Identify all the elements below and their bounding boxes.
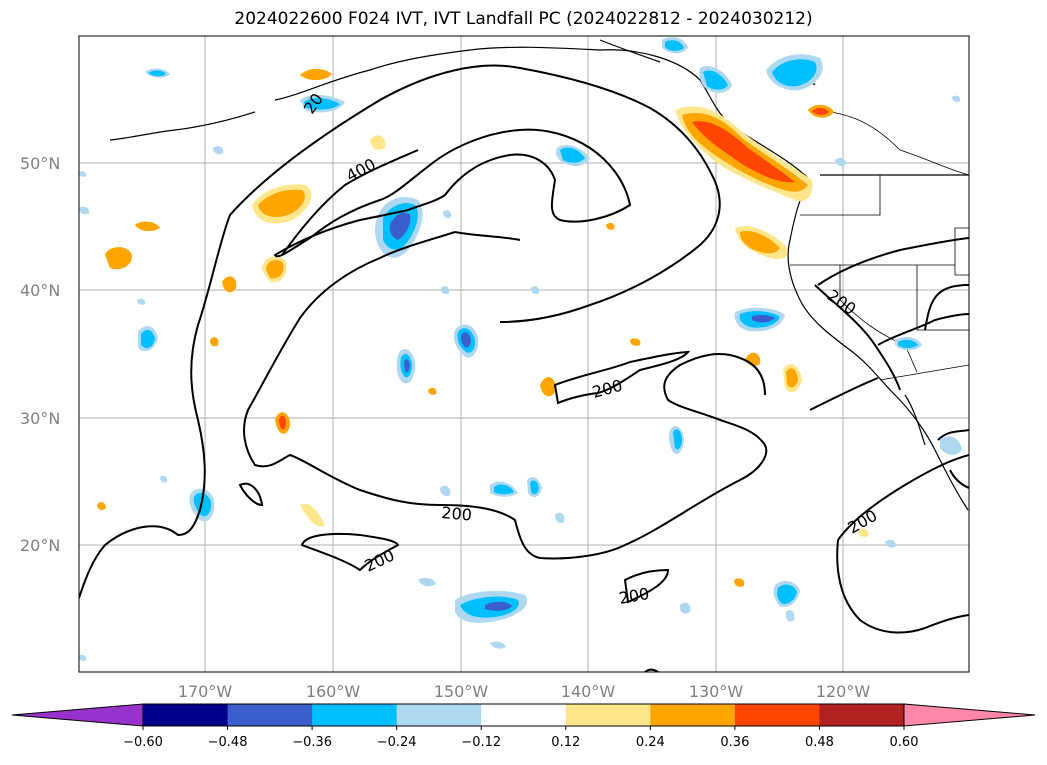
colorbar-tick-label: 0.12 bbox=[551, 735, 580, 750]
coastlines bbox=[109, 39, 969, 511]
colorbar-tick-label: 0.36 bbox=[720, 735, 749, 750]
lon-label-160w: 160°W bbox=[306, 682, 361, 701]
pc-shading bbox=[79, 37, 962, 661]
colorbar-outline bbox=[142, 703, 905, 727]
colorbar-segment bbox=[734, 704, 820, 726]
lat-label-50n: 50°N bbox=[20, 154, 60, 173]
longitude-labels: 170°W 160°W 150°W 140°W 130°W 120°W bbox=[178, 682, 871, 701]
colorbar-tick-label: −0.48 bbox=[208, 735, 248, 750]
colorbar-extend-high bbox=[903, 703, 1036, 727]
colorbar-segment bbox=[396, 704, 482, 726]
latitude-labels: 50°N 40°N 30°N 20°N bbox=[20, 154, 60, 555]
lon-label-130w: 130°W bbox=[689, 682, 744, 701]
colorbar-tick-label: 0.24 bbox=[636, 735, 665, 750]
lat-label-40n: 40°N bbox=[20, 281, 60, 300]
colorbar-segment bbox=[819, 704, 905, 726]
colorbar-segment bbox=[650, 704, 736, 726]
colorbar-tick-label: −0.36 bbox=[292, 735, 332, 750]
lon-label-140w: 140°W bbox=[561, 682, 616, 701]
lon-label-170w: 170°W bbox=[178, 682, 233, 701]
colorbar-extend-low bbox=[11, 703, 144, 727]
colorbar-tick-label: 0.60 bbox=[890, 735, 919, 750]
colorbar: −0.60 −0.48 −0.36 −0.24 −0.12 0.12 0.24 0.36 0.4… bbox=[11, 703, 1036, 750]
ivt-contours bbox=[79, 64, 969, 672]
map-title: 2024022600 F024 IVT, IVT Landfall PC (20… bbox=[234, 9, 813, 29]
map-frame bbox=[78, 35, 970, 673]
contour-label-200-south: 200 bbox=[441, 503, 473, 525]
lat-label-30n: 30°N bbox=[20, 409, 60, 428]
map-background bbox=[79, 36, 969, 672]
colorbar-segment bbox=[565, 704, 651, 726]
colorbar-segment bbox=[312, 704, 398, 726]
colorbar-segment bbox=[481, 704, 567, 726]
colorbar-tick-label: −0.12 bbox=[461, 735, 501, 750]
lat-label-20n: 20°N bbox=[20, 536, 60, 555]
lon-label-120w: 120°W bbox=[816, 682, 871, 701]
colorbar-tick-label: −0.24 bbox=[377, 735, 417, 750]
colorbar-segment bbox=[227, 704, 313, 726]
colorbar-tick-label: −0.60 bbox=[123, 735, 163, 750]
colorbar-segment bbox=[143, 704, 229, 726]
lon-label-150w: 150°W bbox=[434, 682, 489, 701]
colorbar-tick-label: 0.48 bbox=[805, 735, 834, 750]
